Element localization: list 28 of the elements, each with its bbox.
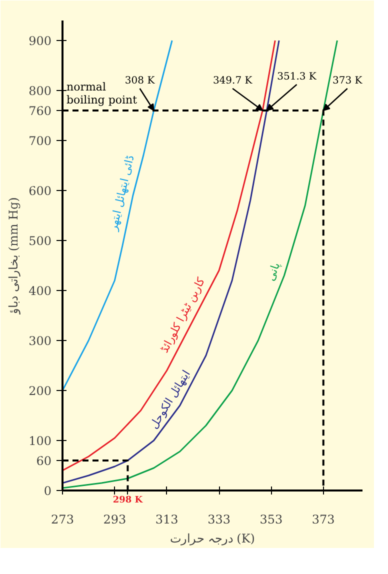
- y-tick-label: 600: [28, 184, 52, 198]
- text: ڈائی ایتھائل ایتھر: [106, 154, 137, 233]
- y-tick-label: 760: [28, 104, 52, 118]
- y-tick-label: 700: [28, 134, 52, 148]
- text: کاربن ٹیٹرا کلورائڈ: [158, 274, 208, 355]
- y-tick-label: 500: [28, 234, 52, 248]
- x-tick-label: 353: [260, 512, 283, 526]
- y-tick-label: 400: [28, 284, 52, 298]
- x-tick-label: 293: [103, 512, 126, 526]
- text: پانی: [264, 260, 283, 283]
- y-tick-label: 200: [28, 384, 52, 398]
- x-tick-label: 333: [208, 512, 230, 526]
- y-tick-label: 900: [28, 34, 52, 48]
- y-tick-label: 0: [44, 484, 52, 498]
- x-tick-label: 313: [155, 512, 178, 526]
- y-tick-label: 60: [36, 454, 52, 468]
- y-tick-label: 800: [28, 84, 52, 98]
- y-tick-label: 100: [28, 434, 52, 448]
- y-axis-title: بخاراتی دباؤ (mm Hg): [6, 197, 21, 315]
- x-axis-title: درجہ حرارت (K): [170, 532, 256, 546]
- x-tick-label: 273: [51, 512, 74, 526]
- x-tick-label: 373: [312, 512, 335, 526]
- annotation: 373 K: [332, 76, 363, 86]
- annotation: 351.3 K: [277, 72, 317, 82]
- annotation: 349.7 K: [212, 76, 253, 86]
- y-tick-label: 300: [28, 334, 52, 348]
- text: ایتھائل الکوحل: [147, 368, 193, 432]
- annotation: 298 K: [112, 496, 144, 506]
